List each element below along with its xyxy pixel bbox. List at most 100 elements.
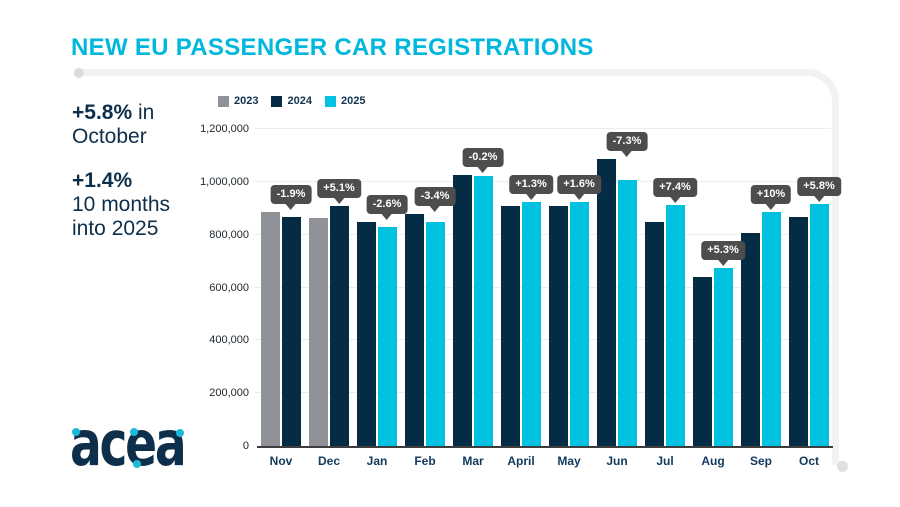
bar-group-Aug: +5.3% Aug bbox=[689, 131, 745, 468]
x-axis-label-Aug: Aug bbox=[701, 454, 725, 468]
bar-Feb-2025 bbox=[426, 221, 445, 446]
bar-Aug-2024 bbox=[693, 276, 712, 446]
stat-ytd-line2: 10 months bbox=[72, 193, 171, 216]
x-axis-label-Sep: Sep bbox=[749, 454, 772, 468]
change-callout-April: +1.3% bbox=[509, 174, 553, 194]
stat-ytd-line3: into 2025 bbox=[72, 217, 159, 240]
change-callout-Oct: +5.8% bbox=[797, 177, 841, 197]
page-title: NEW EU PASSENGER CAR REGISTRATIONS bbox=[71, 34, 594, 61]
bar-Oct-2025 bbox=[810, 204, 829, 446]
y-axis-tick-label: 1,000,000 bbox=[200, 175, 249, 188]
bar-group-Jan: -2.6% Jan bbox=[353, 131, 408, 468]
gridline-600,000 bbox=[255, 286, 831, 288]
bar-Aug-2025 bbox=[714, 268, 733, 446]
y-axis-tick-label: 200,000 bbox=[209, 387, 249, 400]
bar-group-Oct: +5.8% Oct bbox=[785, 131, 841, 468]
bar-Feb-2024 bbox=[405, 214, 424, 446]
x-axis-label-Nov: Nov bbox=[269, 454, 293, 468]
y-axis-tick-label: 1,200,000 bbox=[200, 123, 249, 135]
change-callout-Jan: -2.6% bbox=[366, 195, 408, 214]
bar-Jan-2025 bbox=[378, 227, 397, 446]
bar-Jan-2024 bbox=[357, 222, 376, 446]
bar-Mar-2025 bbox=[474, 175, 493, 446]
bar-Mar-2024 bbox=[453, 175, 472, 446]
change-callout-Sep: +10% bbox=[750, 184, 792, 204]
gridline-400,000 bbox=[255, 339, 831, 341]
stat-october-percent: +5.8% bbox=[72, 101, 133, 124]
change-callout-Mar: -0.2% bbox=[462, 147, 504, 167]
chart-legend: 2023 2024 2025 bbox=[218, 95, 365, 107]
bar-Jul-2024 bbox=[645, 221, 664, 446]
stat-ytd: +1.4% 10 months into 2025 bbox=[72, 169, 232, 241]
x-axis-label-Feb: Feb bbox=[414, 454, 436, 468]
bar-group-Dec: +5.1% Dec bbox=[305, 131, 361, 468]
legend-swatch-2024 bbox=[271, 95, 283, 107]
bar-April-2025 bbox=[522, 201, 541, 446]
x-axis-label-Oct: Oct bbox=[798, 454, 819, 468]
y-axis-tick-label: 600,000 bbox=[209, 281, 249, 294]
bar-May-2024 bbox=[549, 206, 568, 446]
frame-line-end-dot bbox=[837, 461, 848, 472]
change-callout-Aug: +5.3% bbox=[701, 240, 745, 260]
change-callout-Nov: -1.9% bbox=[270, 184, 312, 204]
x-axis-label-May: May bbox=[557, 454, 581, 468]
x-axis-label-Dec: Dec bbox=[317, 454, 340, 468]
legend-item-2025: 2025 bbox=[324, 95, 366, 107]
y-axis-tick-label: 0 bbox=[242, 440, 249, 452]
bar-Nov-2023 bbox=[261, 211, 280, 446]
x-axis-label-Mar: Mar bbox=[462, 454, 484, 468]
legend-label: 2025 bbox=[340, 95, 366, 107]
stat-ytd-percent: +1.4% bbox=[72, 169, 133, 192]
legend-item-2023: 2023 bbox=[218, 95, 258, 107]
change-callout-Jun: -7.3% bbox=[606, 132, 648, 152]
bar-chart-plot-area: 0 200,000 400,000 600,000 800,000 1,000,000 1,… bbox=[200, 123, 841, 468]
bar-May-2025 bbox=[570, 202, 589, 446]
bar-Sep-2025 bbox=[762, 211, 781, 446]
y-axis-tick-label: 800,000 bbox=[209, 228, 249, 241]
logo-accent-dot bbox=[133, 460, 141, 468]
change-callout-Dec: +5.1% bbox=[317, 179, 361, 199]
frame-line-start-dot bbox=[74, 68, 84, 78]
bar-Jul-2025 bbox=[666, 205, 685, 446]
bar-Dec-2024 bbox=[330, 206, 349, 446]
acea-logo: acea bbox=[70, 407, 200, 480]
x-axis-label-Jul: Jul bbox=[656, 454, 674, 468]
gridline-200,000 bbox=[255, 392, 831, 394]
bar-group-Nov: -1.9% Nov bbox=[257, 131, 312, 468]
bar-group-Jun: -7.3% Jun bbox=[593, 131, 648, 468]
bar-Nov-2024 bbox=[282, 217, 301, 446]
logo-accent-dot bbox=[72, 428, 80, 436]
legend-item-2024: 2024 bbox=[271, 95, 312, 107]
x-axis-label-Jan: Jan bbox=[366, 454, 388, 468]
legend-label: 2023 bbox=[234, 95, 259, 107]
gridline-1,200,000 bbox=[255, 128, 831, 129]
logo-accent-dot bbox=[176, 429, 184, 437]
stat-october: +5.8% in October bbox=[72, 101, 232, 149]
gridline-800,000 bbox=[255, 233, 831, 235]
bar-April-2024 bbox=[501, 206, 520, 446]
logo-accent-dot bbox=[130, 428, 138, 436]
y-axis-tick-label: 400,000 bbox=[209, 334, 249, 347]
legend-swatch-2025 bbox=[324, 95, 336, 107]
x-axis-label-Jun: Jun bbox=[606, 454, 628, 468]
legend-label: 2024 bbox=[287, 95, 312, 107]
legend-swatch-2023 bbox=[218, 95, 229, 107]
bar-group-Mar: -0.2% Mar bbox=[449, 131, 504, 468]
change-callout-May: +1.6% bbox=[557, 175, 601, 195]
bar-group-April: +1.3% April bbox=[497, 131, 553, 468]
change-callout-Feb: -3.4% bbox=[414, 187, 456, 207]
stat-october-period: October bbox=[72, 125, 147, 148]
bar-Oct-2024 bbox=[789, 217, 808, 446]
bar-Jun-2025 bbox=[618, 180, 637, 446]
bar-group-Feb: -3.4% Feb bbox=[401, 131, 456, 468]
bar-Dec-2023 bbox=[309, 218, 328, 446]
bar-Jun-2024 bbox=[597, 159, 616, 446]
stat-october-suffix: in bbox=[132, 101, 155, 124]
bar-group-May: +1.6% May bbox=[545, 131, 601, 468]
bar-group-Sep: +10% Sep bbox=[737, 131, 792, 468]
acea-logo-text: acea bbox=[70, 407, 187, 480]
highlight-stats: +5.8% in October +1.4% 10 months into 20… bbox=[72, 101, 232, 261]
bar-group-Jul: +7.4% Jul bbox=[641, 131, 697, 468]
bar-Sep-2024 bbox=[741, 233, 760, 446]
x-axis-label-April: April bbox=[507, 454, 535, 468]
